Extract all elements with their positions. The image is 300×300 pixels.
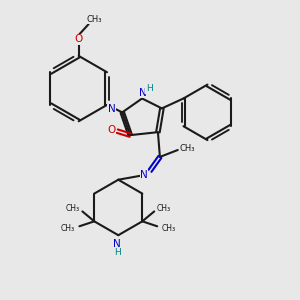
Text: O: O [74,34,83,44]
Text: CH₃: CH₃ [61,224,75,233]
Text: H: H [114,248,121,256]
Text: N: N [140,170,148,180]
Text: N: N [113,239,121,249]
Text: CH₃: CH₃ [157,204,171,213]
Text: CH₃: CH₃ [65,204,80,213]
Text: CH₃: CH₃ [87,15,102,24]
Text: O: O [107,125,116,135]
Text: CH₃: CH₃ [180,143,195,152]
Text: CH₃: CH₃ [162,224,176,233]
Text: N: N [139,88,147,98]
Text: H: H [146,84,152,93]
Text: N: N [108,104,115,114]
